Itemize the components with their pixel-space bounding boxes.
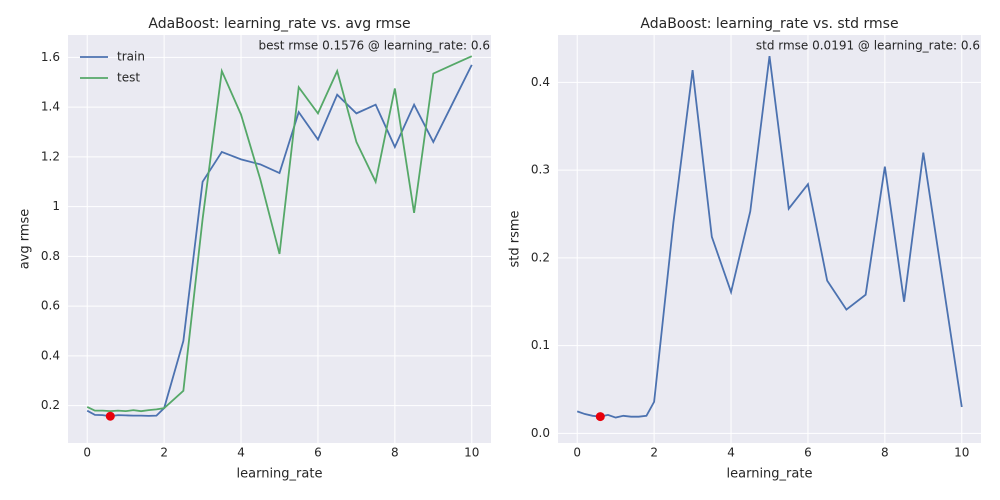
legend-label: test (117, 71, 140, 85)
x-axis-label: learning_rate (237, 467, 323, 482)
annotation: best rmse 0.1576 @ learning_rate: 0.6 (258, 39, 490, 53)
best-point (105, 411, 115, 421)
x-tick-label: 4 (727, 446, 735, 460)
plot-area (68, 35, 491, 443)
y-tick-label: 0.4 (531, 75, 550, 89)
y-tick-label: 1 (52, 199, 60, 213)
best-point (595, 412, 605, 422)
annotation: std rmse 0.0191 @ learning_rate: 0.6 (756, 39, 980, 53)
x-tick-label: 4 (237, 446, 245, 460)
y-axis-label: std rsme (508, 210, 523, 267)
y-tick-label: 0.4 (41, 348, 60, 362)
x-tick-label: 8 (881, 446, 889, 460)
chart-title: AdaBoost: learning_rate vs. avg rmse (148, 16, 410, 32)
x-tick-label: 10 (954, 446, 969, 460)
x-tick-label: 0 (83, 446, 91, 460)
x-tick-label: 2 (650, 446, 658, 460)
y-tick-label: 1.6 (41, 50, 60, 64)
x-tick-label: 10 (464, 446, 479, 460)
y-tick-label: 0.8 (41, 249, 60, 263)
series-line (86, 55, 473, 413)
series-line (86, 64, 473, 418)
y-tick-label: 1.4 (41, 100, 60, 114)
x-tick-label: 0 (573, 446, 581, 460)
y-tick-label: 0.0 (531, 426, 550, 440)
x-axis-label: learning_rate (727, 467, 813, 482)
x-tick-label: 6 (804, 446, 812, 460)
series-line (576, 55, 963, 419)
plot-area (558, 35, 981, 443)
y-tick-label: 1.2 (41, 149, 60, 163)
chart-title: AdaBoost: learning_rate vs. std rmse (640, 16, 898, 32)
x-tick-label: 6 (314, 446, 322, 460)
y-tick-label: 0.2 (531, 250, 550, 264)
y-tick-label: 0.3 (531, 163, 550, 177)
y-tick-label: 0.1 (531, 338, 550, 352)
x-tick-label: 2 (160, 446, 168, 460)
x-tick-label: 8 (391, 446, 399, 460)
y-tick-label: 0.6 (41, 299, 60, 313)
y-axis-label: avg rmse (18, 209, 33, 270)
legend-label: train (117, 50, 145, 64)
y-tick-label: 0.2 (41, 398, 60, 412)
